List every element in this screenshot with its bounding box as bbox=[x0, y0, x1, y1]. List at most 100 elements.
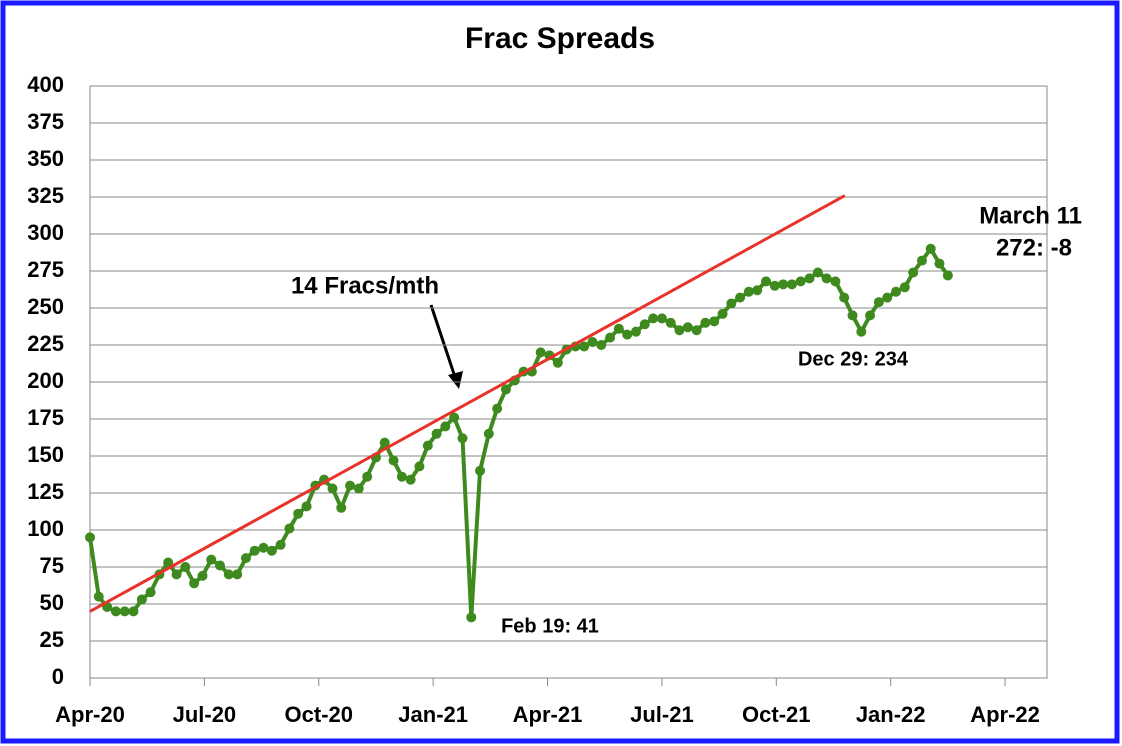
y-tick-label: 125 bbox=[27, 479, 64, 504]
data-point bbox=[630, 326, 641, 337]
data-point bbox=[856, 326, 867, 337]
data-point bbox=[327, 483, 338, 494]
y-tick-label: 100 bbox=[27, 516, 64, 541]
data-point bbox=[622, 329, 633, 340]
data-point bbox=[605, 332, 616, 343]
x-tick-label: Apr-22 bbox=[970, 702, 1040, 727]
data-point bbox=[388, 455, 399, 466]
data-point bbox=[353, 483, 364, 494]
x-tick-label: Jul-20 bbox=[173, 702, 237, 727]
data-point bbox=[891, 286, 902, 297]
data-point bbox=[475, 465, 486, 476]
data-point bbox=[865, 310, 876, 321]
data-point bbox=[215, 560, 226, 571]
arrow bbox=[429, 304, 459, 384]
data-point bbox=[752, 285, 763, 296]
data-point bbox=[431, 428, 442, 439]
y-tick-label: 175 bbox=[27, 405, 64, 430]
y-tick-label: 200 bbox=[27, 368, 64, 393]
data-point bbox=[466, 612, 477, 623]
data-point bbox=[726, 298, 737, 309]
data-point bbox=[674, 325, 685, 336]
data-point bbox=[275, 539, 286, 550]
data-point bbox=[587, 337, 598, 348]
x-tick-label: Apr-21 bbox=[513, 702, 583, 727]
y-tick-label: 25 bbox=[40, 627, 64, 652]
data-point bbox=[925, 243, 936, 254]
data-point bbox=[596, 340, 607, 350]
data-point bbox=[769, 280, 780, 291]
annotation: 14 Fracs/mth bbox=[291, 272, 439, 299]
data-point bbox=[422, 440, 433, 451]
data-point bbox=[136, 594, 147, 605]
x-tick-label: Jan-22 bbox=[856, 702, 926, 727]
data-point bbox=[197, 570, 208, 581]
data-point bbox=[180, 562, 191, 572]
data-point bbox=[735, 292, 746, 303]
data-point bbox=[717, 308, 728, 319]
y-tick-label: 50 bbox=[40, 590, 64, 615]
y-tick-label: 75 bbox=[40, 553, 64, 578]
data-point bbox=[171, 569, 182, 580]
data-point bbox=[942, 270, 953, 281]
data-point bbox=[405, 474, 416, 485]
data-point bbox=[648, 313, 659, 324]
data-point bbox=[85, 532, 95, 543]
data-point bbox=[830, 276, 841, 287]
data-point bbox=[293, 508, 304, 519]
data-point bbox=[301, 501, 312, 512]
data-point bbox=[700, 317, 711, 328]
data-point bbox=[345, 480, 356, 491]
data-point bbox=[908, 267, 919, 278]
data-point bbox=[362, 471, 373, 482]
data-point bbox=[223, 569, 234, 580]
data-point bbox=[665, 317, 676, 328]
data-point bbox=[899, 282, 910, 293]
data-point bbox=[812, 267, 823, 278]
data-point bbox=[449, 412, 460, 423]
annotation: Feb 19: 41 bbox=[501, 615, 599, 637]
data-point bbox=[440, 421, 451, 432]
y-tick-label: 0 bbox=[52, 664, 64, 689]
data-point bbox=[873, 297, 884, 308]
data-point bbox=[934, 258, 945, 269]
data-point bbox=[535, 347, 546, 358]
annotation: 272: -8 bbox=[996, 234, 1072, 261]
y-tick-label: 300 bbox=[27, 220, 64, 245]
data-point bbox=[613, 323, 624, 334]
x-tick-label: Apr-20 bbox=[55, 702, 125, 727]
y-tick-label: 400 bbox=[27, 72, 64, 97]
data-point bbox=[93, 591, 104, 602]
data-point bbox=[761, 276, 772, 287]
y-tick-label: 375 bbox=[27, 109, 64, 134]
data-point bbox=[232, 569, 243, 580]
data-point bbox=[336, 502, 347, 513]
data-point bbox=[284, 523, 295, 534]
data-point bbox=[379, 437, 390, 448]
data-point bbox=[500, 384, 511, 395]
data-point bbox=[786, 279, 797, 290]
data-point bbox=[839, 292, 850, 303]
series-line bbox=[89, 194, 846, 613]
data-point bbox=[639, 319, 650, 330]
data-point bbox=[691, 325, 702, 336]
data-point bbox=[163, 557, 174, 568]
data-point bbox=[240, 553, 251, 564]
data-point bbox=[249, 545, 260, 556]
data-point bbox=[414, 461, 425, 472]
data-point bbox=[778, 279, 789, 290]
data-point bbox=[258, 542, 269, 553]
data-point bbox=[492, 403, 503, 414]
y-tick-label: 225 bbox=[27, 331, 64, 356]
data-point bbox=[128, 606, 139, 617]
data-point bbox=[552, 357, 563, 368]
data-point bbox=[396, 471, 407, 482]
data-point bbox=[804, 273, 815, 284]
y-tick-label: 275 bbox=[27, 257, 64, 282]
data-point bbox=[266, 545, 277, 556]
y-tick-label: 325 bbox=[27, 183, 64, 208]
data-point bbox=[882, 292, 893, 303]
data-point bbox=[457, 433, 468, 444]
annotation: Dec 29: 234 bbox=[798, 348, 909, 370]
